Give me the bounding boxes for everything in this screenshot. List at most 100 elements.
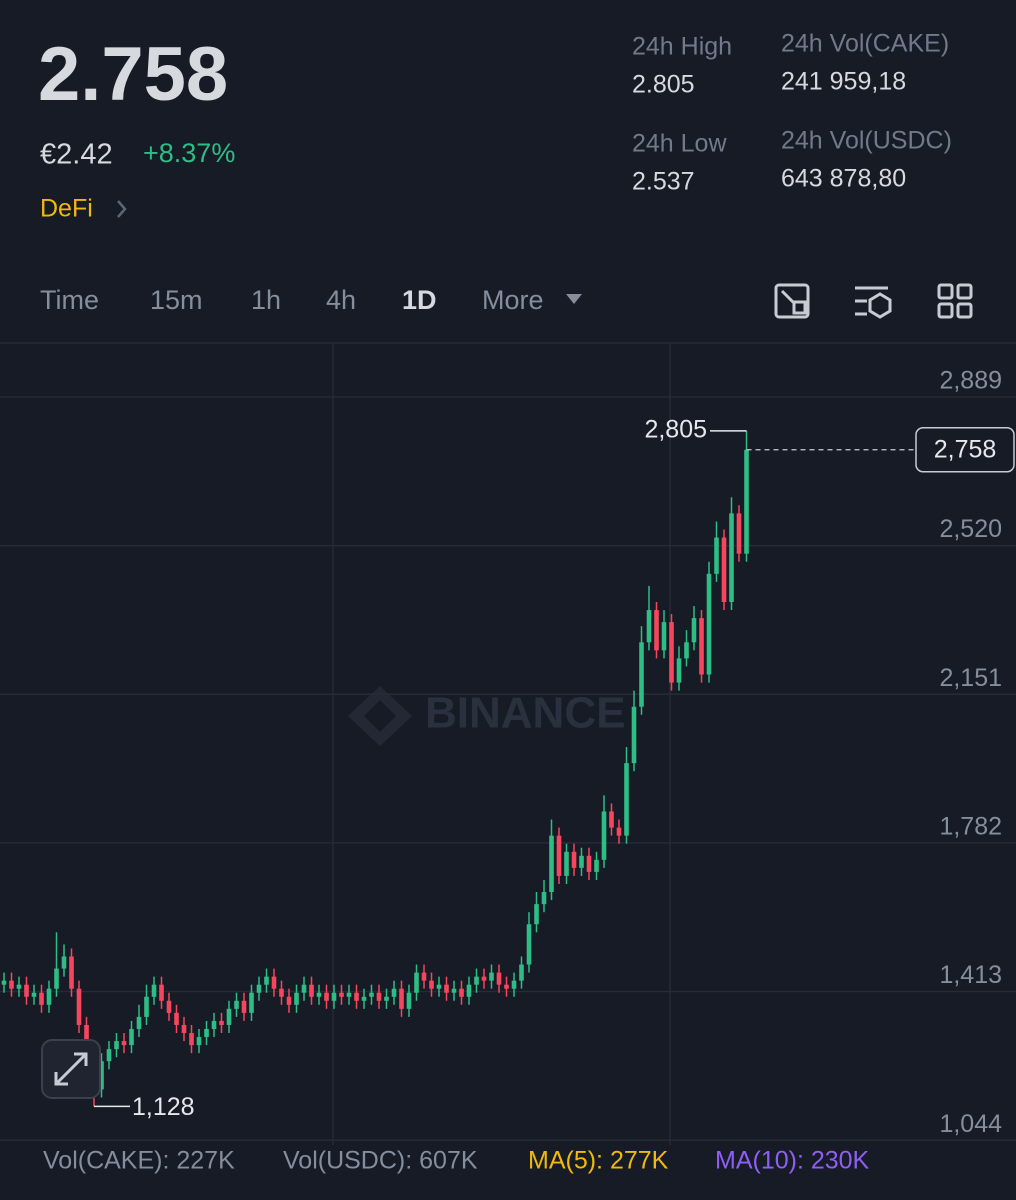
candle-body	[459, 988, 464, 997]
candle-body	[376, 992, 382, 1001]
stat-value: 2.805	[632, 71, 695, 99]
candle-body	[571, 851, 577, 868]
candle-body	[9, 980, 14, 989]
candle-body	[414, 972, 419, 993]
candle-body	[271, 976, 277, 989]
candle-body	[736, 513, 742, 554]
candle-body	[346, 992, 352, 997]
candle-body	[76, 988, 82, 1025]
candle-body	[406, 992, 412, 1009]
candle-body	[676, 658, 682, 683]
candle-body	[16, 984, 22, 989]
candle-body	[324, 992, 329, 1001]
candle-body	[151, 984, 157, 997]
candle-body	[144, 996, 149, 1017]
candle-body	[489, 972, 494, 981]
candle-body	[631, 706, 637, 764]
candle-body	[211, 1020, 217, 1029]
candle-body	[331, 992, 337, 1001]
candle-body	[61, 956, 67, 969]
last-price-box	[915, 426, 1015, 473]
candle-body	[256, 984, 262, 993]
candle-body	[391, 988, 397, 997]
candle-body	[421, 972, 427, 981]
candle-body	[189, 1033, 194, 1046]
candle-body	[541, 892, 547, 905]
candle-body	[106, 1049, 112, 1062]
tab[interactable]: More	[482, 285, 544, 315]
candle-body	[616, 827, 622, 836]
candle-body	[234, 1000, 239, 1009]
candle-body	[519, 964, 524, 981]
y-tick-label: 2,889	[939, 367, 1002, 395]
stat-label: 24h Vol(USDC)	[781, 127, 952, 155]
candle-body	[661, 622, 667, 651]
candle-body	[301, 984, 307, 993]
candle-body	[669, 622, 674, 683]
candle-body	[226, 1008, 232, 1025]
chevron	[117, 200, 127, 218]
candle-body	[69, 956, 74, 989]
candle-body	[564, 851, 569, 876]
candle-body	[436, 984, 442, 989]
candle-body	[121, 1041, 127, 1046]
stat-value: 2.537	[632, 168, 695, 196]
tab-active[interactable]: 1D	[402, 285, 437, 315]
candle-body	[579, 855, 584, 868]
stat-label: 24h High	[632, 33, 732, 61]
volume-legend: Vol(CAKE): 227K Vol(USDC): 607K MA(5): 277…	[43, 1147, 870, 1175]
tab[interactable]: 1h	[251, 285, 281, 315]
candle-body	[549, 835, 554, 893]
candle-body	[691, 618, 697, 643]
candle-body	[99, 1061, 104, 1090]
icon-settings[interactable]	[855, 286, 892, 319]
fiat-price: €2.42	[40, 139, 113, 171]
tab[interactable]: Time	[40, 285, 99, 315]
candle-body	[136, 1016, 142, 1029]
price: 2.758	[38, 32, 228, 117]
y-tick-label: 1,044	[939, 1110, 1002, 1138]
candle-body	[444, 984, 449, 993]
candle-body	[181, 1024, 187, 1034]
volume-label: Vol(CAKE): 227K	[43, 1147, 235, 1175]
change: +8.37%	[143, 138, 235, 168]
candle-body	[654, 610, 659, 651]
candle-body	[354, 992, 359, 1001]
annotation: 1,128	[132, 1093, 195, 1121]
candle-body	[511, 980, 517, 989]
volume-label: Vol(USDC): 607K	[283, 1147, 478, 1175]
candle-body	[361, 996, 367, 1001]
candle-body	[39, 992, 44, 1005]
candle-body	[46, 988, 52, 1005]
y-tick-label: 2,151	[939, 664, 1002, 692]
candle-body	[24, 984, 29, 997]
tab[interactable]: 4h	[326, 285, 356, 315]
tab[interactable]: 15m	[150, 285, 203, 315]
candle-body	[31, 992, 37, 997]
candle-body	[1, 980, 7, 985]
tag[interactable]: DeFi	[40, 195, 93, 223]
candle-body	[309, 984, 314, 997]
candle-body	[466, 984, 472, 997]
chart: 2,889 2,520 2,151 1,782 1,413 1,044 2,758 2,805…	[0, 367, 1016, 1141]
y-tick-label: 1,413	[939, 961, 1002, 989]
dropdown-arrow	[566, 294, 582, 304]
candle-body	[174, 1012, 179, 1025]
candle-body	[526, 924, 532, 965]
candle-body	[729, 513, 734, 603]
candle-body	[534, 904, 539, 925]
annotation: 2,805	[644, 415, 707, 443]
last-price-label: 2,758	[934, 435, 997, 463]
candle-body	[54, 968, 59, 989]
icon-layout[interactable]	[937, 283, 973, 319]
candle-body	[639, 642, 644, 707]
candle-body	[264, 976, 269, 985]
candle-body	[316, 992, 322, 997]
icon-indicator[interactable]	[774, 283, 810, 319]
candle-body	[279, 988, 284, 997]
expand-icon	[54, 1052, 88, 1086]
candle-body	[369, 992, 374, 997]
stat-label: 24h Vol(CAKE)	[781, 30, 949, 58]
volume-label: MA(5): 277K	[528, 1147, 669, 1175]
candle-body	[699, 618, 704, 675]
